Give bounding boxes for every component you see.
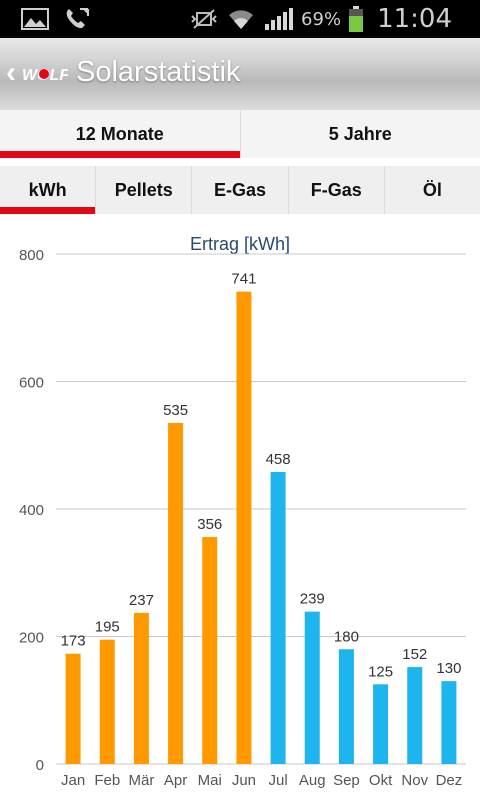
bar-value-label: 195	[95, 619, 120, 636]
tab-label: Öl	[422, 180, 442, 200]
tab-e-gas[interactable]: E-Gas	[191, 166, 287, 214]
bar-value-label: 180	[334, 628, 359, 645]
bar-nov[interactable]	[407, 667, 423, 764]
bar-okt[interactable]	[373, 684, 389, 764]
tab-label: kWh	[28, 180, 67, 200]
tab-pellets[interactable]: Pellets	[95, 166, 191, 214]
y-tick-label: 200	[19, 630, 44, 647]
bar-jul[interactable]	[270, 472, 286, 764]
battery-percent: 69%	[301, 8, 342, 30]
x-tick-label: Apr	[164, 772, 187, 789]
bar-apr[interactable]	[168, 422, 184, 764]
bar-feb[interactable]	[99, 639, 115, 764]
bar-jan[interactable]	[65, 653, 81, 764]
bar-value-label: 458	[266, 451, 291, 468]
x-tick-label: Jun	[232, 772, 256, 789]
tab-f-gas[interactable]: F-Gas	[287, 166, 384, 214]
battery-icon	[349, 6, 364, 32]
bar-value-label: 239	[300, 591, 325, 608]
image-icon	[21, 8, 49, 30]
bar-sep[interactable]	[338, 649, 354, 764]
bar-value-label: 173	[61, 633, 86, 650]
app-bar: ‹ WOLF Solarstatistik	[0, 38, 480, 110]
x-tick-label: Mai	[198, 772, 222, 789]
bar-value-label: 741	[231, 271, 256, 288]
y-tick-label: 600	[19, 375, 44, 392]
tab-kwh[interactable]: kWh	[0, 166, 96, 214]
bar-value-label: 237	[129, 592, 154, 609]
yield-bar-chart: Ertrag [kWh] 0 200 400 600 800 173 Jan 195 Feb 237…	[19, 234, 466, 789]
unit-tabs: kWh Pellets E-Gas F-Gas Öl	[0, 166, 480, 214]
x-tick-label: Jan	[61, 772, 85, 789]
phone-icon	[66, 8, 89, 29]
wifi-icon	[229, 10, 254, 29]
x-tick-label: Okt	[369, 772, 393, 789]
page-title: Solarstatistik	[76, 56, 241, 88]
bar-value-label: 130	[436, 660, 461, 677]
tab-label: Pellets	[114, 180, 173, 200]
signal-icon	[265, 8, 294, 30]
bar-mär[interactable]	[133, 612, 149, 764]
bar-jun[interactable]	[236, 291, 252, 764]
bar-aug[interactable]	[304, 611, 320, 764]
wolf-logo[interactable]: WOLF	[22, 64, 68, 84]
tab-5-jahre[interactable]: 5 Jahre	[239, 110, 480, 158]
tab-12-monate[interactable]: 12 Monate	[0, 110, 240, 158]
status-bar: 69% 11:04	[0, 0, 480, 38]
x-tick-label: Mär	[128, 772, 154, 789]
bar-dez[interactable]	[441, 681, 457, 764]
x-tick-label: Nov	[401, 772, 428, 789]
x-tick-label: Feb	[94, 772, 120, 789]
chevron-left-icon[interactable]: ‹	[6, 56, 16, 89]
bar-mai[interactable]	[202, 537, 218, 764]
period-tabs: 12 Monate 5 Jahre	[0, 110, 480, 158]
y-tick-label: 400	[19, 502, 44, 519]
y-tick-label: 0	[36, 757, 44, 774]
x-tick-label: Dez	[436, 772, 463, 789]
tab-label: E-Gas	[213, 180, 267, 200]
bar-value-label: 125	[368, 663, 393, 680]
y-tick-label: 800	[19, 247, 44, 264]
x-tick-label: Sep	[333, 772, 360, 789]
tab-oel[interactable]: Öl	[383, 166, 480, 214]
mute-icon	[191, 9, 217, 29]
tab-label: 12 Monate	[75, 124, 164, 144]
x-tick-label: Jul	[268, 772, 287, 789]
tab-label: F-Gas	[310, 180, 362, 200]
chart-title: Ertrag [kWh]	[190, 234, 290, 254]
bar-value-label: 152	[402, 646, 427, 663]
x-tick-label: Aug	[299, 772, 326, 789]
tab-label: 5 Jahre	[328, 124, 392, 144]
bar-value-label: 356	[197, 516, 222, 533]
bar-value-label: 535	[163, 402, 188, 419]
clock: 11:04	[377, 4, 452, 34]
